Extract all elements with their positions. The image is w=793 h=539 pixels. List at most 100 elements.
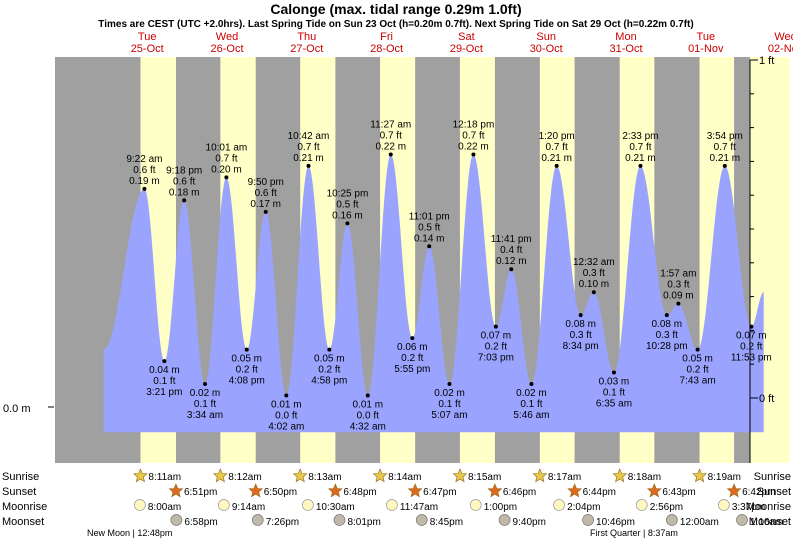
tide-label-m: 0.02 m [434, 388, 465, 399]
sunrise-time: 8:12am [228, 472, 261, 483]
tide-point-high [388, 152, 393, 157]
moonset-time: 1:16am [750, 517, 783, 528]
tide-point-high [722, 163, 727, 168]
tide-label-m: 0.02 m [516, 388, 547, 399]
tide-label-time: 12:32 am [573, 257, 615, 268]
tide-label-time: 9:18 pm [166, 165, 202, 176]
tide-point-high [591, 290, 596, 295]
row-label-sunrise-left: Sunrise [2, 471, 39, 483]
tide-label-m: 0.19 m [129, 176, 160, 187]
moonset-time: 9:40pm [513, 517, 546, 528]
tide-label-time: 10:28 pm [646, 341, 688, 352]
tide-label-time: 4:02 am [268, 422, 304, 433]
day-header-date: 25-Oct [131, 43, 164, 55]
tide-point-high [676, 301, 681, 306]
tide-label-m: 0.07 m [736, 331, 767, 342]
moon-phase-first-quarter: First Quarter | 8:37am [590, 528, 678, 538]
moonrise-icon [386, 499, 398, 511]
sunset-icon [567, 483, 583, 498]
tide-point-high [263, 209, 268, 214]
sunset-icon [726, 483, 742, 498]
tide-label-ft: 0.7 ft [714, 142, 736, 153]
tide-label-ft: 0.1 ft [438, 399, 460, 410]
tide-label-m: 0.07 m [481, 331, 512, 342]
day-header-date: 28-Oct [370, 43, 403, 55]
tide-label-ft: 0.2 ft [740, 342, 762, 353]
tide-label-m: 0.20 m [211, 164, 242, 175]
tide-label-time: 11:27 am [370, 119, 411, 130]
tide-point-low [578, 313, 583, 318]
tide-label-ft: 0.4 ft [500, 245, 522, 256]
tide-label-time: 12:18 pm [453, 119, 495, 130]
tide-point-low [410, 336, 415, 341]
tide-label-m: 0.16 m [332, 210, 363, 221]
moonset-icon [582, 514, 594, 526]
row-label-moonrise-right: Moonrise [746, 501, 791, 513]
row-label-sunrise-right: Sunrise [754, 471, 791, 483]
tide-point-high [471, 152, 476, 157]
day-headers: Tue25-OctWed26-OctThu27-OctFri28-OctSat2… [131, 31, 793, 55]
day-header-date: 01-Nov [688, 43, 724, 55]
sun-moon-table: Sunrise Sunset Moonrise Moonset Sunrise … [2, 468, 791, 538]
tide-point-low [447, 382, 452, 387]
tide-label-m: 0.04 m [149, 365, 180, 376]
day-header-dow: Sat [458, 31, 475, 43]
tide-point-low [529, 382, 534, 387]
day-header-date: 31-Oct [609, 43, 642, 55]
tide-label-ft: 0.1 ft [520, 399, 542, 410]
tide-labels: 9:22 am0.6 ft0.19 m0.04 m0.1 ft3:21 pm9:… [126, 119, 771, 432]
sunset-time: 6:51pm [184, 487, 217, 498]
day-header-dow: Tue [138, 31, 157, 43]
tide-label-m: 0.18 m [169, 187, 200, 198]
moonrise-time: 2:04pm [567, 502, 600, 513]
sunset-icon [327, 483, 343, 498]
tide-label-m: 0.05 m [314, 354, 345, 365]
sunrise-time: 8:13am [308, 472, 341, 483]
moonset-icon [736, 514, 748, 526]
tide-label-time: 11:53 pm [731, 353, 772, 364]
day-header-date: 02-Nov [768, 43, 793, 55]
tide-point-low [162, 359, 167, 364]
day-header-dow: Mon [615, 31, 636, 43]
moonrise-time: 1:00pm [484, 502, 517, 513]
tide-label-time: 1:57 am [660, 269, 696, 280]
moonset-icon [251, 514, 264, 526]
moon-phase-new: New Moon | 12:48pm [87, 528, 172, 538]
row-label-sunset-left: Sunset [2, 486, 36, 498]
day-header-dow: Fri [380, 31, 393, 43]
sunrise-icon [692, 468, 707, 483]
tide-label-ft: 0.0 ft [357, 411, 379, 422]
right-axis-minor-ticks [750, 93, 754, 365]
tide-label-time: 11:01 pm [409, 211, 450, 222]
tide-point-low [365, 393, 370, 398]
tide-point-high [509, 267, 514, 272]
tide-label-ft: 0.5 ft [418, 222, 440, 233]
tide-label-ft: 0.5 ft [336, 199, 358, 210]
tide-label-m: 0.09 m [663, 291, 694, 302]
tide-label-m: 0.03 m [599, 377, 630, 388]
tide-label-ft: 0.6 ft [255, 188, 277, 199]
tide-label-m: 0.02 m [190, 388, 221, 399]
sunset-time: 6:48pm [343, 487, 376, 498]
tide-point-high [345, 221, 350, 226]
tide-label-time: 5:07 am [431, 410, 467, 421]
tide-label-ft: 0.2 ft [401, 353, 423, 364]
sunset-icon [248, 483, 264, 498]
tide-label-ft: 0.2 ft [236, 365, 258, 376]
tide-label-m: 0.21 m [293, 153, 324, 164]
tide-point-low [327, 347, 332, 352]
sunrise-icon [212, 468, 228, 483]
y-axis: 0.0 m 1 ft 0 ft [3, 55, 774, 463]
tide-label-m: 0.17 m [250, 199, 281, 210]
sunset-icon [407, 483, 423, 498]
tide-point-high [306, 163, 311, 168]
tide-point-low [695, 347, 700, 352]
moonset-time: 6:58pm [184, 517, 217, 528]
moonrise-icon [134, 499, 146, 511]
tide-label-time: 4:58 pm [311, 376, 347, 387]
tide-label-ft: 0.7 ft [629, 142, 651, 153]
moonset-icon [170, 514, 183, 526]
moonrise-time: 3:37pm [732, 502, 765, 513]
tide-label-m: 0.05 m [682, 354, 713, 365]
day-header-dow: Sun [536, 31, 556, 43]
